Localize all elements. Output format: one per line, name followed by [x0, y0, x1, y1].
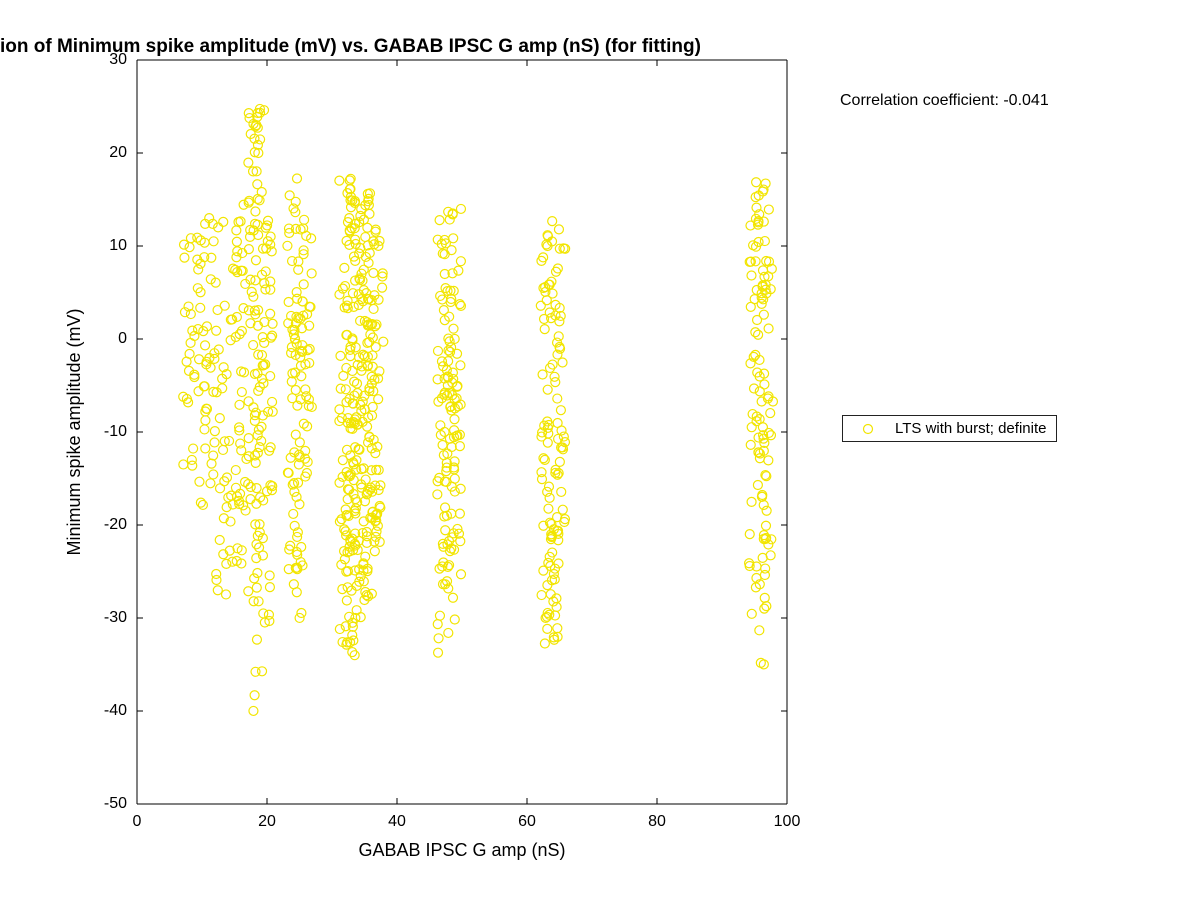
svg-text:80: 80: [648, 813, 666, 830]
scatter-points: [179, 104, 778, 715]
svg-text:-50: -50: [104, 795, 127, 812]
scatter-plot: 020406080100-50-40-30-20-100102030GABAB …: [0, 0, 1200, 900]
legend: LTS with burst; definite: [842, 415, 1057, 442]
svg-text:0: 0: [133, 813, 142, 830]
svg-text:Minimum spike amplitude (mV): Minimum spike amplitude (mV): [64, 308, 84, 555]
correlation-annotation: Correlation coefficient: -0.041: [840, 92, 1049, 110]
svg-text:-30: -30: [104, 609, 127, 626]
svg-text:20: 20: [109, 144, 127, 161]
svg-text:-20: -20: [104, 516, 127, 533]
legend-label: LTS with burst; definite: [895, 420, 1046, 437]
chart-container: ion of Minimum spike amplitude (mV) vs. …: [0, 0, 1200, 900]
chart-title: ion of Minimum spike amplitude (mV) vs. …: [0, 36, 800, 58]
svg-text:-10: -10: [104, 423, 127, 440]
svg-text:0: 0: [118, 330, 127, 347]
svg-text:100: 100: [774, 813, 801, 830]
svg-text:GABAB IPSC G amp (nS): GABAB IPSC G amp (nS): [358, 840, 565, 860]
svg-text:40: 40: [388, 813, 406, 830]
svg-text:60: 60: [518, 813, 536, 830]
svg-text:-40: -40: [104, 702, 127, 719]
legend-marker-icon: [851, 421, 885, 437]
svg-text:20: 20: [258, 813, 276, 830]
svg-text:10: 10: [109, 237, 127, 254]
